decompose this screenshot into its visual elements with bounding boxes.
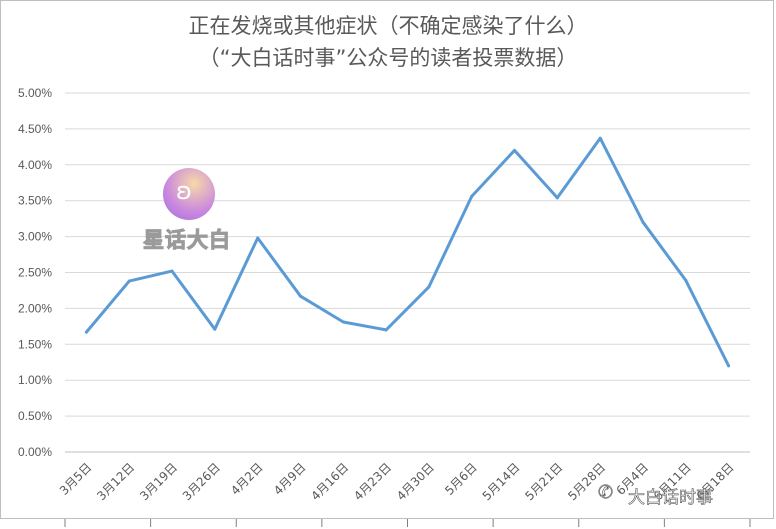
chart-subtitle: （“大白话时事”公众号的读者投票数据） bbox=[198, 46, 578, 70]
chart-frame bbox=[0, 0, 774, 519]
data-point bbox=[555, 196, 559, 200]
y-tick-label: 0.50% bbox=[18, 409, 52, 423]
y-tick-label: 0.00% bbox=[18, 445, 52, 459]
wechat-icon: ✆ bbox=[598, 482, 614, 504]
x-tick-label: 3月12日 bbox=[94, 460, 137, 503]
y-tick-label: 3.00% bbox=[18, 230, 52, 244]
data-point bbox=[213, 327, 217, 331]
x-tick-label: 5月6日 bbox=[442, 460, 480, 498]
x-tick-label: 4月9日 bbox=[271, 460, 309, 498]
data-point bbox=[298, 294, 302, 298]
watermark-logo-text: 星话大白 bbox=[143, 228, 231, 253]
x-tick-label: 4月23日 bbox=[351, 460, 394, 503]
data-point bbox=[384, 328, 388, 332]
data-point bbox=[470, 194, 474, 198]
x-tick-label: 4月16日 bbox=[308, 460, 351, 503]
x-tick-label: 4月30日 bbox=[394, 460, 437, 503]
data-point bbox=[513, 148, 517, 152]
x-tick-label: 3月19日 bbox=[137, 460, 180, 503]
x-tick-label: 4月2日 bbox=[228, 460, 266, 498]
y-tick-label: 4.00% bbox=[18, 158, 52, 172]
y-tick-label: 2.50% bbox=[18, 266, 52, 280]
y-tick-label: 1.50% bbox=[18, 337, 52, 351]
data-point bbox=[341, 320, 345, 324]
y-tick-label: 1.00% bbox=[18, 373, 52, 387]
y-tick-label: 2.00% bbox=[18, 301, 52, 315]
data-point bbox=[641, 220, 645, 224]
rabbit-icon: ʚ bbox=[163, 168, 215, 220]
y-tick-label: 5.00% bbox=[18, 86, 52, 100]
x-tick-label: 5月14日 bbox=[480, 460, 523, 503]
x-tick-label: 3月26日 bbox=[180, 460, 223, 503]
y-tick-label: 3.50% bbox=[18, 194, 52, 208]
watermark-logo: ʚ 星话大白 bbox=[143, 168, 239, 258]
x-tick-label: 5月21日 bbox=[522, 460, 565, 503]
chart-title: 正在发烧或其他症状（不确定感染了什么） bbox=[188, 14, 588, 38]
data-point bbox=[170, 269, 174, 273]
data-point bbox=[598, 136, 602, 140]
data-point bbox=[256, 236, 260, 240]
data-point bbox=[127, 279, 131, 283]
data-point bbox=[427, 285, 431, 289]
data-point bbox=[684, 278, 688, 282]
x-tick-label: 3月5日 bbox=[57, 460, 95, 498]
data-point bbox=[727, 364, 731, 368]
watermark-footer-text: 大白话时事 bbox=[628, 488, 714, 509]
data-point bbox=[84, 330, 88, 334]
series-line bbox=[84, 136, 731, 368]
y-tick-label: 4.50% bbox=[18, 122, 52, 136]
